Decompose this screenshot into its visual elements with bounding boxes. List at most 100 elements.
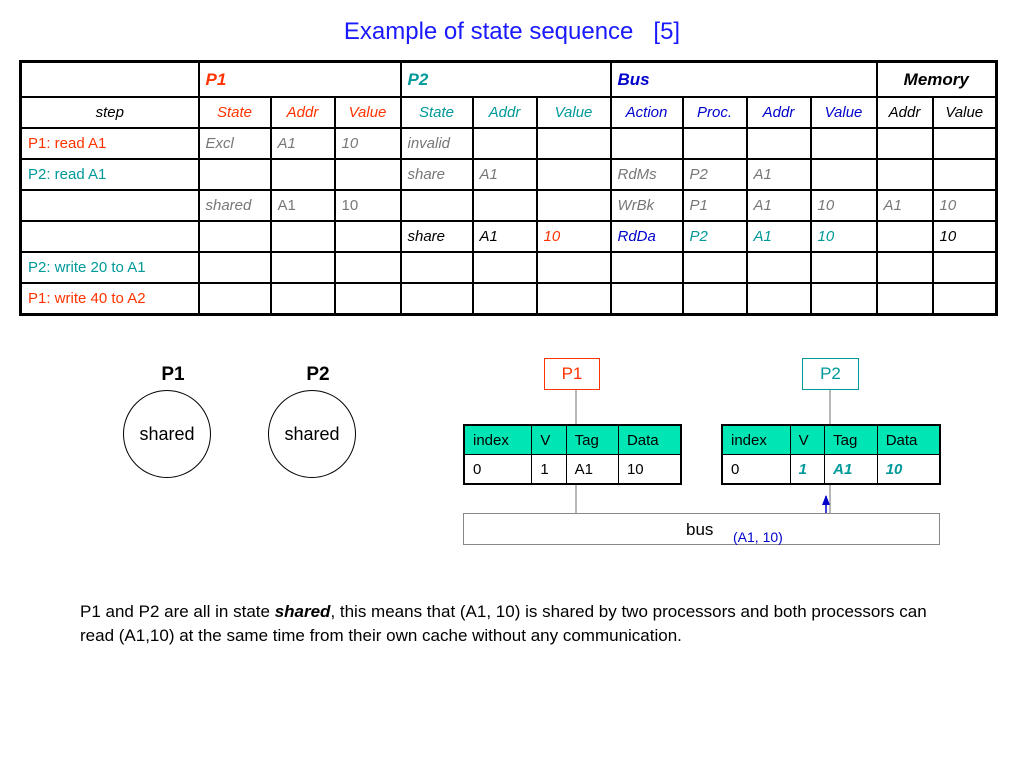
p2-addr-cell: A1: [471, 220, 538, 253]
cache-data-header: Data: [617, 424, 682, 455]
table-row: P2: read A1 share A1 RdMs P2 A1: [19, 158, 998, 191]
mem-addr-cell: [875, 282, 934, 316]
bus-action-cell: [609, 282, 684, 316]
mem-addr-cell: [875, 158, 934, 191]
cache-data-cell: 10: [617, 454, 682, 485]
mem-addr-cell: [875, 251, 934, 284]
table-row: shared A1 10 WrBk P1 A1 10 A1 10: [19, 189, 998, 222]
bus-proc-cell: P2: [681, 220, 748, 253]
col-bus-action: Action: [609, 96, 684, 129]
p1-state-cell: Excl: [197, 127, 272, 160]
cache-v-header: V: [531, 424, 567, 455]
cache-header-row: index V Tag Data: [463, 424, 682, 455]
table-row: P1: read A1 Excl A1 10 invalid: [19, 127, 998, 160]
cache-index-header: index: [721, 424, 791, 455]
p1-value-cell: 10: [333, 127, 402, 160]
col-p1-value: Value: [333, 96, 402, 129]
cache-tag-cell: A1: [824, 454, 878, 485]
mem-value-cell: [931, 282, 998, 316]
step-header: step: [19, 96, 200, 129]
mem-addr-cell: [875, 127, 934, 160]
mem-value-cell: 10: [931, 220, 998, 253]
cache-index-cell: 0: [721, 454, 791, 485]
col-p2-state: State: [399, 96, 474, 129]
group-memory-header: Memory: [875, 60, 998, 98]
bus-value-cell: [809, 282, 878, 316]
p1-state-cell: [197, 251, 272, 284]
bus-value-label: (A1, 10): [733, 529, 783, 545]
p2-state-cell: [399, 282, 474, 316]
p2-state-cell: invalid: [399, 127, 474, 160]
bus-value-cell: [809, 127, 878, 160]
description-paragraph: P1 and P2 are all in state shared, this …: [80, 600, 960, 648]
processor-p2-box: P2: [802, 358, 859, 390]
slide-title: Example of state sequence [5]: [343, 18, 681, 45]
cache-header-row: index V Tag Data: [721, 424, 941, 455]
bus-action-cell: RdDa: [609, 220, 684, 253]
bus-value-cell: [809, 158, 878, 191]
cache-tag-header: Tag: [565, 424, 619, 455]
cache-row: 0 1 A1 10: [721, 454, 941, 485]
bus-addr-cell: [745, 251, 812, 284]
p2-value-cell: [535, 127, 612, 160]
col-p2-value: Value: [535, 96, 612, 129]
bus-addr-cell: [745, 282, 812, 316]
p2-state-circle: shared: [268, 390, 356, 478]
bus-addr-cell: A1: [745, 158, 812, 191]
p2-value-cell: 10: [535, 220, 612, 253]
p2-addr-cell: [471, 282, 538, 316]
description-before: P1 and P2 are all in state: [80, 602, 275, 621]
p1-value-cell: [333, 220, 402, 253]
mem-value-cell: [931, 251, 998, 284]
bus-proc-cell: [681, 282, 748, 316]
bus-addr-cell: [745, 127, 812, 160]
col-p2-addr: Addr: [471, 96, 538, 129]
bus-proc-cell: P2: [681, 158, 748, 191]
bus-addr-cell: A1: [745, 189, 812, 222]
col-bus-proc: Proc.: [681, 96, 748, 129]
bus-proc-cell: [681, 127, 748, 160]
col-mem-value: Value: [931, 96, 998, 129]
cache-data-header: Data: [876, 424, 941, 455]
p2-state-label: P2: [306, 364, 330, 385]
p2-addr-cell: [471, 189, 538, 222]
p1-value-cell: [333, 251, 402, 284]
mem-value-cell: [931, 158, 998, 191]
p2-state-cell: share: [399, 220, 474, 253]
p1-addr-cell: [269, 220, 336, 253]
p1-state-circle: shared: [123, 390, 211, 478]
step-cell: [19, 189, 200, 222]
bus-addr-cell: A1: [745, 220, 812, 253]
p1-value-cell: 10: [333, 189, 402, 222]
p2-value-cell: [535, 158, 612, 191]
p2-addr-cell: A1: [471, 158, 538, 191]
p1-addr-cell: A1: [269, 127, 336, 160]
cache-index-cell: 0: [463, 454, 533, 485]
p2-value-cell: [535, 251, 612, 284]
cache-tag-cell: A1: [565, 454, 619, 485]
mem-value-cell: [931, 127, 998, 160]
bus-value-cell: 10: [809, 220, 878, 253]
table-row: P2: write 20 to A1: [19, 251, 998, 284]
step-cell: P2: read A1: [19, 158, 200, 191]
cache-tag-header: Tag: [824, 424, 878, 455]
step-cell: P1: write 40 to A2: [19, 282, 200, 316]
bus-proc-cell: P1: [681, 189, 748, 222]
cache-data-cell: 10: [876, 454, 941, 485]
table-row: share A1 10 RdDa P2 A1 10 10: [19, 220, 998, 253]
bus-value-cell: 10: [809, 189, 878, 222]
p1-state-cell: shared: [197, 189, 272, 222]
p2-addr-cell: [471, 251, 538, 284]
description-after: , this means that (A1, 10) is shared by …: [80, 602, 927, 645]
p1-value-cell: [333, 158, 402, 191]
col-bus-addr: Addr: [745, 96, 812, 129]
p1-addr-cell: [269, 251, 336, 284]
p2-addr-cell: [471, 127, 538, 160]
p1-cache-table: index V Tag Data 0 1 A1 10: [463, 424, 682, 485]
group-p1-header: P1: [197, 60, 402, 98]
cache-index-header: index: [463, 424, 533, 455]
group-header-row: P1 P2 Bus Memory: [19, 60, 998, 98]
bus-action-cell: RdMs: [609, 158, 684, 191]
p2-state-cell: [399, 189, 474, 222]
